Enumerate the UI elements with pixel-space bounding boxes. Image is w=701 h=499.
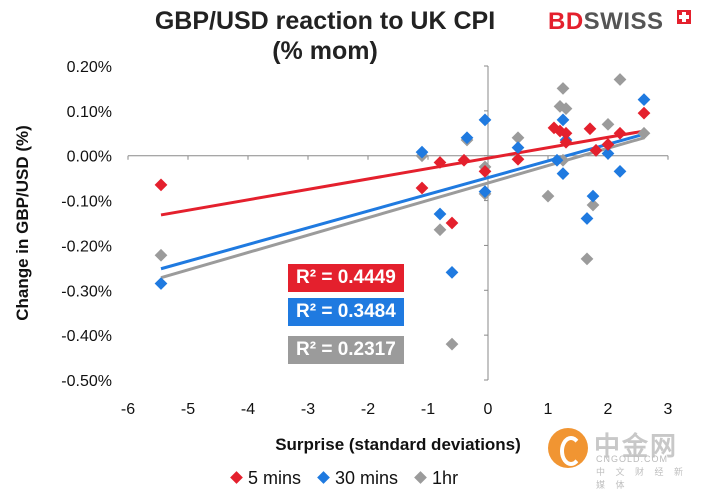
x-tick-label: -2 [361, 401, 375, 418]
data-point-30-mins [445, 265, 459, 279]
y-tick-label: -0.10% [61, 194, 112, 211]
y-tick-label: 0.10% [67, 104, 112, 121]
chart-title: GBP/USD reaction to UK CPI (% mom) [154, 7, 496, 65]
data-point-30-mins [478, 113, 492, 127]
watermark: 中金网 CNGOLD.COM 中 文 财 经 新 媒 体 [548, 426, 698, 490]
data-point-30-mins [586, 189, 600, 203]
legend-label: 30 mins [335, 468, 399, 488]
legend-item-1hr: 1hr [414, 468, 459, 489]
data-point-30-mins [415, 145, 429, 159]
x-tick-label: -4 [241, 401, 255, 418]
data-point-5-mins [613, 126, 627, 140]
y-axis-label: Change in GBP/USD (%) [13, 125, 32, 321]
y-tick-label: -0.40% [61, 328, 112, 345]
brand-logo-part1: BD [548, 8, 584, 35]
x-tick-label: 0 [484, 401, 493, 418]
data-point-30-mins [433, 207, 447, 221]
x-tick-label: 3 [664, 401, 673, 418]
r2-label-5-mins: R² = 0.4449 [288, 264, 404, 292]
data-point-30-mins [580, 212, 594, 225]
brand-logo: BDSWISS [548, 8, 664, 36]
legend-item-5-mins: 5 mins [230, 468, 302, 489]
data-point-5-mins [445, 216, 459, 230]
y-tick-label: -0.50% [61, 373, 112, 390]
x-tick-label: -5 [181, 401, 195, 418]
data-point-30-mins [460, 131, 474, 145]
brand-logo-part2: SWISS [583, 8, 664, 35]
data-point-1hr [601, 117, 615, 131]
data-point-30-mins [154, 277, 168, 290]
trendline-1hr [160, 136, 645, 280]
legend-diamond-icon [414, 471, 427, 484]
y-tick-label: 0.00% [67, 149, 112, 166]
data-point-1hr [541, 189, 555, 203]
swiss-cross-icon [677, 10, 691, 24]
data-point-5-mins [415, 181, 429, 195]
data-point-1hr [580, 252, 594, 266]
data-point-1hr [445, 337, 459, 351]
r2-label-1hr: R² = 0.2317 [288, 336, 404, 364]
r2-label-30-mins: R² = 0.3484 [288, 298, 404, 326]
legend-label: 1hr [432, 468, 459, 488]
legend-item-30-mins: 30 mins [317, 468, 399, 489]
x-tick-label: 1 [544, 401, 553, 418]
data-point-1hr [556, 82, 570, 95]
legend-diamond-icon [230, 471, 243, 484]
data-point-5-mins [154, 178, 168, 192]
y-tick-label: -0.20% [61, 238, 112, 255]
x-tick-label: -1 [421, 401, 435, 418]
y-tick-label: -0.30% [61, 283, 112, 300]
watermark-sub: 中 文 财 经 新 媒 体 [596, 467, 688, 490]
data-point-1hr [433, 223, 447, 237]
data-point-5-mins [583, 122, 597, 136]
legend: 5 mins 30 mins 1hr [230, 468, 476, 492]
y-tick-label: 0.20% [67, 59, 112, 76]
x-tick-label: -6 [121, 401, 135, 418]
x-axis-label: Surprise (standard deviations) [275, 435, 521, 454]
data-point-30-mins [556, 113, 570, 127]
data-point-1hr [613, 73, 627, 86]
legend-label: 5 mins [248, 468, 302, 488]
data-point-30-mins [613, 165, 627, 178]
data-point-5-mins [433, 156, 447, 169]
x-tick-label: -3 [301, 401, 315, 418]
data-point-30-mins [478, 185, 492, 198]
watermark-en: CNGOLD.COM [596, 454, 669, 464]
data-point-1hr [154, 248, 168, 262]
x-tick-label: 2 [604, 401, 613, 418]
watermark-coin-icon [548, 428, 588, 468]
data-point-30-mins [637, 93, 651, 107]
data-point-5-mins [478, 165, 492, 178]
data-point-5-mins [637, 106, 651, 120]
legend-diamond-icon [317, 471, 330, 484]
data-point-5-mins [457, 153, 471, 167]
data-point-30-mins [556, 167, 570, 181]
watermark-cn: 中金网 [594, 431, 679, 461]
